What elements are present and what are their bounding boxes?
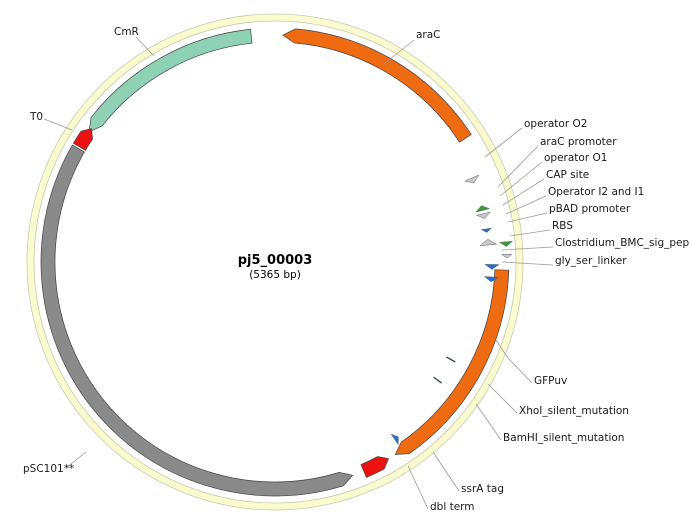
label-operator-i2-i1: Operator I2 and I1: [548, 186, 644, 198]
label-pbad-promoter: pBAD promoter: [549, 203, 631, 215]
label-ssra-tag: ssrA tag: [461, 483, 504, 495]
leader-psc101: [65, 451, 87, 469]
feature-clostridium-sig-pep[interactable]: [484, 264, 500, 270]
label-operator-o1: operator O1: [544, 152, 607, 164]
feature-xhoi-silent-mutation[interactable]: [446, 356, 456, 363]
feature-psc101[interactable]: [40, 144, 354, 497]
plasmid-name: pj5_00003: [238, 253, 313, 268]
label-operator-o2: operator O2: [524, 118, 587, 130]
leader-arac-promoter: [497, 145, 539, 188]
feature-pbad-promoter[interactable]: [498, 240, 514, 247]
feature-gfpuv[interactable]: [394, 269, 510, 455]
feature-rbs[interactable]: [501, 253, 513, 259]
label-xhoi-silent-mutation: XhoI_silent_mutation: [519, 405, 629, 417]
leader-cmr: [135, 36, 155, 57]
leader-xhoi-silent-mutation: [487, 383, 518, 414]
leader-gly-ser-linker: [501, 261, 554, 266]
leader-bamhi-silent-mutation: [475, 403, 502, 441]
leader-operator-i2-i1: [505, 195, 547, 215]
leader-cap-site: [502, 178, 545, 206]
leader-arac: [383, 39, 415, 65]
leader-operator-o2: [484, 127, 523, 158]
label-clostridium-sig-pep: Clostridium_BMC_sig_pep: [555, 237, 689, 249]
label-dbl-term: dbl term: [430, 501, 475, 513]
label-t0: T0: [29, 111, 43, 123]
features-layer: [40, 28, 514, 497]
feature-arac-promoter[interactable]: [475, 205, 491, 213]
leader-dbl-term: [407, 465, 429, 510]
feature-cmr[interactable]: [88, 28, 253, 133]
label-gfpuv: GFPuv: [534, 375, 567, 387]
feature-cap-site[interactable]: [480, 227, 493, 233]
plasmid-length: (5365 bp): [249, 269, 301, 281]
leader-operator-o1: [499, 161, 543, 197]
feature-ssra-tag[interactable]: [390, 433, 399, 446]
label-psc101: pSC101**: [23, 463, 74, 475]
feature-operator-o1[interactable]: [475, 211, 492, 219]
feature-t0[interactable]: [72, 128, 93, 151]
label-gly-ser-linker: gly_ser_linker: [555, 255, 627, 267]
feature-operator-o2[interactable]: [463, 174, 480, 184]
feature-gly-ser-linker[interactable]: [483, 276, 500, 283]
label-rbs: RBS: [552, 220, 573, 232]
backbone-ring-fill: [27, 14, 523, 510]
backbone-ring-inner: [33, 20, 517, 504]
leader-ssra-tag: [432, 451, 460, 492]
leaders-layer: [43, 36, 554, 510]
label-cmr: CmR: [114, 26, 139, 38]
feature-operator-i2-i1[interactable]: [479, 238, 498, 246]
leader-clostridium-sig-pep: [501, 246, 554, 251]
label-arac-promoter: araC promoter: [540, 136, 617, 148]
label-cap-site: CAP site: [546, 169, 589, 181]
leader-pbad-promoter: [507, 212, 548, 223]
feature-arac[interactable]: [282, 28, 472, 143]
label-bamhi-silent-mutation: BamHI_silent_mutation: [503, 432, 624, 444]
feature-bamhi-silent-mutation[interactable]: [433, 376, 443, 384]
leader-t0: [43, 118, 73, 131]
leader-rbs: [509, 229, 551, 237]
backbone-ring: [26, 13, 524, 511]
label-arac: araC: [416, 29, 441, 41]
feature-dbl-term[interactable]: [360, 456, 389, 478]
leader-gfpuv: [495, 339, 533, 384]
